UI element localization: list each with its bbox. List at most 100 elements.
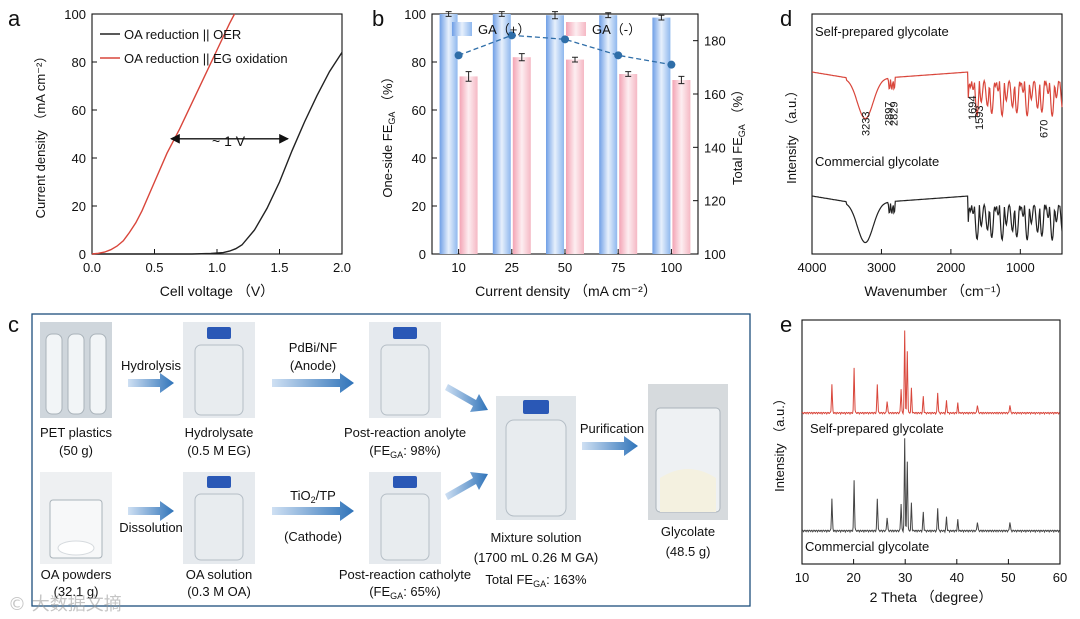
error-bar — [572, 56, 578, 63]
caption-glycolate: Glycolate — [661, 524, 715, 539]
arrow-dissolution — [128, 501, 174, 521]
flow-arrows — [128, 373, 638, 521]
panel-b-legend: GA（+） GA（-） — [452, 22, 641, 37]
photo-mixture-bottle — [496, 396, 576, 520]
watermark: © 大数据文摘 — [8, 594, 122, 615]
bar-ga-minus — [619, 74, 638, 254]
panel-b-xtick-label: 100 — [661, 260, 683, 275]
panel-a-xtick-label: 1.5 — [270, 260, 288, 275]
caption-hydrolysate-sub: (0.5 M EG) — [187, 443, 251, 458]
arrow-anolyte-to-mixture — [445, 384, 488, 412]
total-fe-point — [454, 51, 463, 60]
xrd-series-label-self-prepared: Self-prepared glycolate — [810, 421, 944, 436]
error-bar — [498, 11, 505, 17]
panel-b-ytick-right-label: 100 — [704, 247, 726, 262]
panel-c-frame — [31, 313, 751, 607]
panel-d-ylabel: Intensity （a.u.） — [784, 84, 799, 184]
ir-peak-label: 1593 — [974, 106, 986, 130]
panel-a-curves — [91, 13, 343, 255]
total-fe-point — [667, 60, 676, 69]
xrd-series-label-commercial: Commercial glycolate — [805, 539, 929, 554]
panel-b-ytick-right-label: 140 — [704, 140, 726, 155]
label-anode: (Anode) — [290, 358, 336, 373]
panel-e-ylabel: Intensity （a.u.） — [772, 392, 787, 492]
panel-d-xtick-label: 3000 — [867, 260, 896, 275]
caption-pet: PET plastics — [40, 425, 113, 440]
panel-a-xtick-label: 0.5 — [145, 260, 163, 275]
panel-e-ticks: 10 20 30 40 50 60 — [795, 559, 1067, 585]
caption-hydrolysate: Hydrolysate — [185, 425, 254, 440]
error-bar — [518, 53, 525, 62]
arrow-hydrolysis — [128, 373, 174, 393]
legend-label-ga-plus: GA（+） — [478, 22, 530, 37]
ir-peak-label: 1694 — [967, 96, 979, 120]
panel-e-xlabel: 2 Theta （degree） — [870, 589, 993, 605]
ir-peak-label: 2897 — [884, 102, 896, 126]
caption-mixture-total: Total FEGA: 163% — [485, 572, 587, 589]
ir-peak-label: 2829 — [888, 102, 900, 126]
panel-b-ytick-right-label: 120 — [704, 194, 726, 209]
panel-b-ytick-label: 0 — [419, 247, 426, 262]
panel-d-xtick-label: 2000 — [936, 260, 965, 275]
panel-b-total-line — [454, 31, 676, 69]
panel-a-xtick-label: 1.0 — [208, 260, 226, 275]
arrow-catholyte-to-mixture — [445, 472, 488, 500]
bar-ga-minus — [672, 80, 691, 254]
bar-ga-plus — [439, 14, 458, 254]
bar-ga-plus — [652, 17, 671, 254]
label-hydrolysis: Hydrolysis — [121, 358, 181, 373]
panel-b-xtick-label: 10 — [451, 260, 465, 275]
error-bar — [678, 75, 685, 85]
panel-letter-a: a — [8, 6, 21, 31]
panel-b-ytick-right-label: 180 — [704, 34, 726, 49]
panel-d-xtick-label: 1000 — [1006, 260, 1035, 275]
panel-a-ytick-label: 60 — [72, 103, 86, 118]
caption-mixture-sub: (1700 mL 0.26 M GA) — [474, 550, 599, 565]
panel-b-ticks: 10 25 50 75 100 0 20 40 60 80 100 100 120 140 160 180 — [404, 7, 725, 275]
panel-e-xtick-label: 30 — [898, 570, 912, 585]
caption-mixture: Mixture solution — [490, 530, 581, 545]
bar-ga-minus — [459, 76, 478, 255]
panel-a-ytick-label: 0 — [79, 247, 86, 262]
panel-e-xtick-label: 20 — [846, 570, 860, 585]
caption-glycolate-sub: (48.5 g) — [666, 544, 711, 559]
panel-e-xtick-label: 60 — [1053, 570, 1067, 585]
panel-b-bars — [439, 11, 691, 255]
panel-e: e 10 20 30 40 50 60 Self-prepared glycolate C… — [772, 312, 1067, 605]
ir-peak-label: 3233 — [860, 112, 872, 136]
bar-ga-minus — [512, 57, 531, 255]
panel-letter-d: d — [780, 6, 792, 31]
panel-e-xtick-label: 10 — [795, 570, 809, 585]
panel-letter-e: e — [780, 312, 792, 337]
panel-a-ticks: 0.0 0.5 1.0 1.5 2.0 0 20 40 60 80 100 — [64, 7, 351, 275]
legend-swatch-ga-plus — [452, 22, 472, 36]
label-anode-catalyst: PdBi/NF — [289, 340, 337, 355]
label-cathode: (Cathode) — [284, 529, 342, 544]
panel-d-ticks: 4000 3000 2000 1000 — [798, 249, 1035, 275]
panel-b-xtick-label: 25 — [505, 260, 519, 275]
panel-d-xtick-label: 4000 — [798, 260, 827, 275]
panel-b-xtick-label: 50 — [558, 260, 572, 275]
panel-letter-b: b — [372, 6, 384, 31]
error-bar — [445, 11, 452, 17]
photo-oa-powder-beaker — [40, 472, 112, 564]
legend-swatch-ga-minus — [566, 22, 586, 36]
caption-oa-solution: OA solution — [186, 567, 253, 582]
total-fe-point — [507, 31, 516, 40]
ir-series-label-self-prepared: Self-prepared glycolate — [815, 24, 949, 39]
ir-spectrum-self-prepared — [811, 71, 1063, 120]
panel-e-frame — [801, 319, 1061, 565]
arrow-purification — [582, 436, 638, 456]
panel-d: d 4000 3000 2000 1000 Self-prepared glycola… — [780, 6, 1063, 299]
panel-a-xtick-label: 0.0 — [83, 260, 101, 275]
bar-ga-plus — [492, 14, 511, 254]
panel-b-ytick-label: 80 — [412, 55, 426, 70]
panel-a-legend: OA reduction || OER OA reduction || EG o… — [100, 27, 288, 66]
label-cathode-catalyst: TiO2/TP — [290, 488, 336, 505]
curve-oa-eg-oxidation — [91, 13, 236, 255]
panel-e-xtick-label: 40 — [950, 570, 964, 585]
panel-d-frame — [811, 13, 1063, 255]
caption-oa-solution-sub: (0.3 M OA) — [187, 584, 251, 599]
photo-glycolate-beaker — [648, 384, 728, 520]
panel-b-ytick-label: 60 — [412, 103, 426, 118]
